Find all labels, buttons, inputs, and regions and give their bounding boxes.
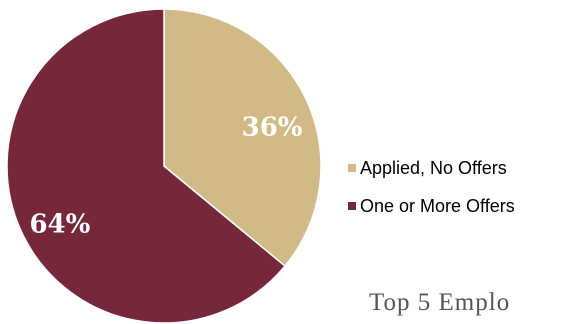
legend-label-one-or-more-offers: One or More Offers <box>360 195 515 216</box>
pie-slice-label-one-or-more-offers: 64% <box>29 209 90 239</box>
pie-slices <box>6 8 322 324</box>
pie-slice-applied-no-offers <box>163 8 322 268</box>
slide-footer-text: Top 5 Emplo <box>369 289 511 316</box>
legend-item-one-or-more-offers: One or More Offers <box>348 187 515 225</box>
legend-swatch-applied-no-offers <box>348 164 356 172</box>
pie-slice-label-applied-no-offers: 36% <box>242 113 303 143</box>
pie-slice-one-or-more-offers <box>6 8 287 324</box>
legend-item-applied-no-offers: Applied, No Offers <box>348 149 515 187</box>
legend-swatch-one-or-more-offers <box>348 202 356 210</box>
legend: Applied, No Offers One or More Offers <box>348 149 515 225</box>
pie-slice-labels: 36% 64% <box>29 113 302 240</box>
legend-label-applied-no-offers: Applied, No Offers <box>360 157 507 178</box>
